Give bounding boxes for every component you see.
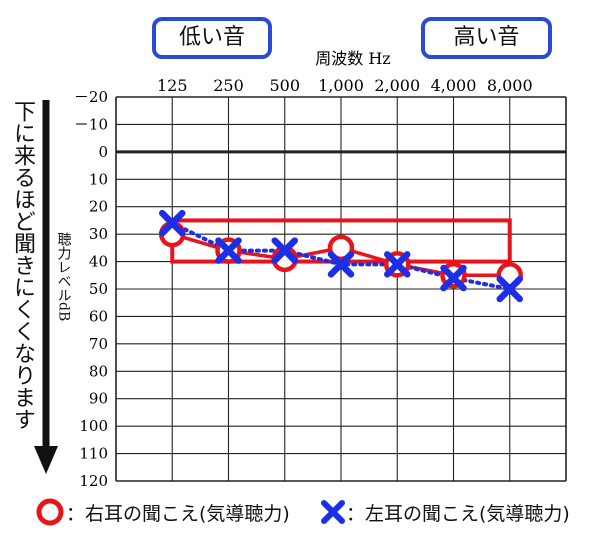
legend-left-ear: ：左耳の聞こえ(気導聴力) — [346, 503, 570, 525]
y-tick-labels: －20 －10 0 10 20 30 40 50 60 70 80 90 100 110 120 — [74, 88, 108, 490]
y-tick-label: 10 — [89, 170, 108, 188]
y-tick-label: －20 — [74, 88, 108, 106]
y-axis-label-unit: dB — [55, 302, 72, 322]
y-tick-label: 80 — [89, 362, 108, 380]
y-tick-label: 70 — [89, 335, 108, 353]
y-tick-label: 30 — [89, 225, 108, 243]
left-ear-point — [327, 251, 355, 278]
left-ear-point — [215, 237, 242, 264]
high-sound-label: 高い音 — [421, 17, 552, 59]
legend-circle-icon — [36, 498, 64, 526]
low-sound-label: 低い音 — [152, 17, 272, 59]
left-ear-point — [159, 209, 186, 237]
series-layer — [159, 209, 523, 303]
y-tick-label: 120 — [79, 472, 108, 490]
y-tick-label: 40 — [89, 253, 108, 271]
grid — [115, 96, 567, 482]
x-tick-label: 4,000 — [431, 76, 477, 95]
x-tick-label: 1,000 — [318, 76, 364, 95]
y-axis-label-main: 聴力レベル — [55, 232, 72, 302]
y-axis-label: 聴力レベル dB — [52, 232, 74, 321]
y-tick-label: 0 — [98, 143, 108, 161]
x-tick-label: 2,000 — [374, 76, 420, 95]
y-tick-label: 90 — [89, 390, 108, 408]
y-tick-label: 110 — [79, 445, 108, 463]
y-tick-label: 100 — [79, 417, 108, 435]
y-tick-label: －10 — [74, 115, 108, 133]
right-ear-point — [327, 234, 355, 262]
legend-cross-icon — [321, 500, 345, 524]
direction-arrow — [34, 100, 58, 474]
x-axis-label: 周波数 Hz — [315, 49, 390, 68]
direction-text: 下に来るほど聞きにくくなります — [10, 100, 35, 430]
left-ear-point — [271, 237, 298, 264]
x-tick-label: 500 — [269, 76, 300, 95]
y-tick-label: 20 — [89, 198, 108, 216]
x-tick-label: 250 — [213, 76, 244, 95]
x-tick-labels: 125 250 500 1,000 2,000 4,000 8,000 — [157, 76, 533, 95]
y-tick-label: 50 — [89, 280, 108, 298]
legend-marks — [36, 498, 345, 526]
left-ear-point — [384, 251, 411, 278]
legend-right-ear: ：右耳の聞こえ(気導聴力) — [66, 503, 290, 525]
left-ear-point — [496, 275, 523, 303]
left-ear-point — [440, 264, 467, 292]
x-tick-label: 8,000 — [487, 76, 533, 95]
y-tick-label: 60 — [89, 307, 108, 325]
x-tick-label: 125 — [157, 76, 188, 95]
